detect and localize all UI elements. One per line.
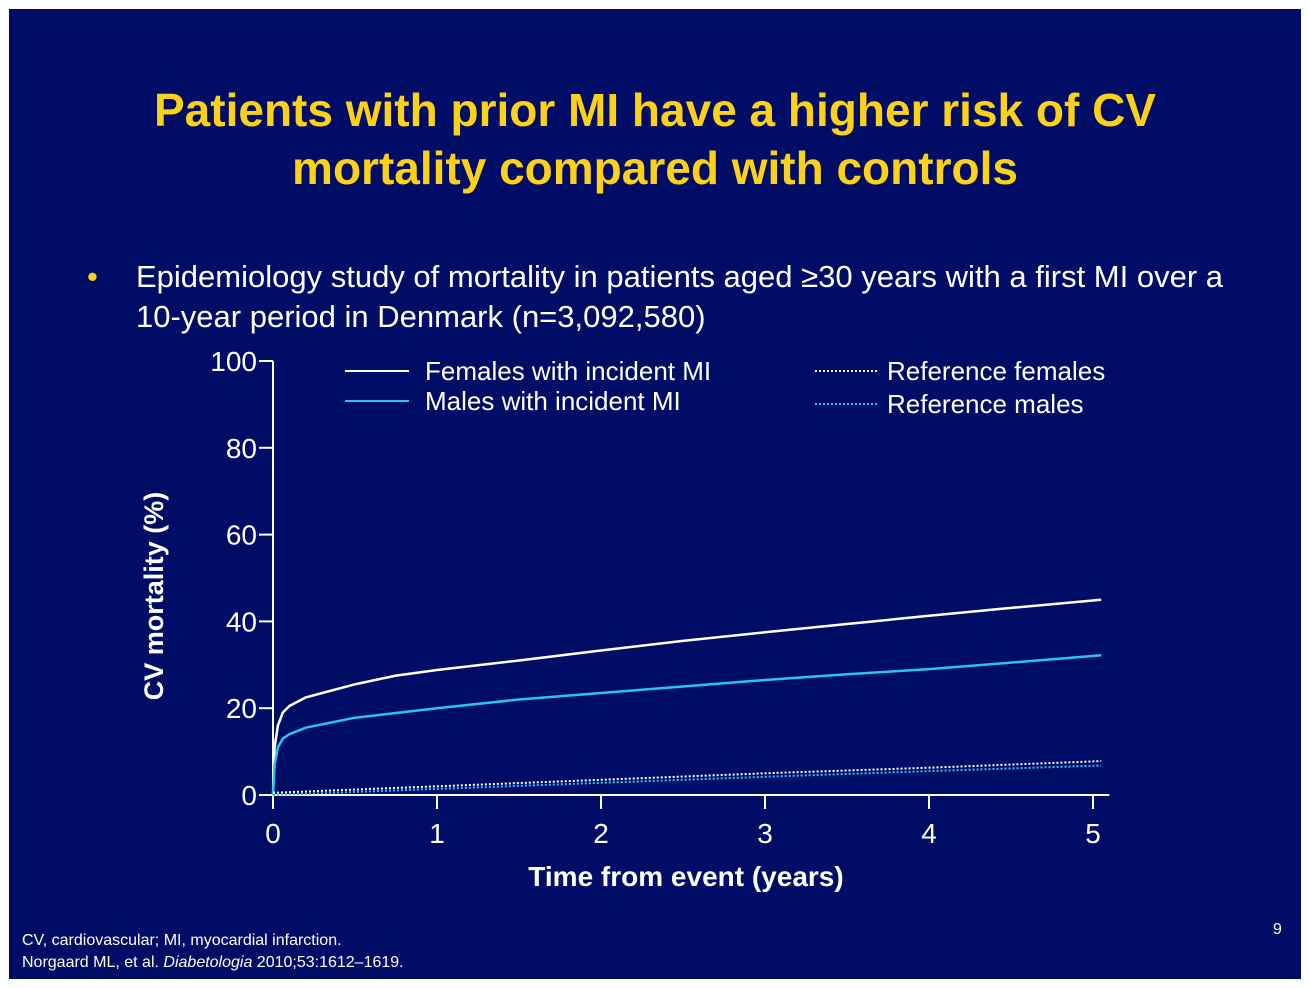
footnote: CV, cardiovascular; MI, myocardial infar… [22,930,404,974]
x-tick-label: 5 [1085,818,1101,849]
y-tick-label: 20 [226,693,257,724]
x-tick-label: 1 [429,818,445,849]
footnote-reference: Norgaard ML, et al. Diabetologia 2010;53… [22,952,404,974]
reference-journal: Diabetologia [163,954,253,971]
page-number: 9 [1273,921,1282,938]
cv-mortality-chart: 0 20 40 60 80 100 0 1 2 3 4 5 Females with incident… [139,346,1110,892]
series-line-2 [271,654,1102,796]
y-tick-label: 80 [226,433,257,464]
bullet-marker: • [87,259,98,294]
slide-title-line-1: Patients with prior MI have a higher ris… [154,84,1156,136]
y-tick-label: 40 [226,606,257,637]
y-tick-label: 100 [210,346,257,377]
slide-title-line-2: mortality compared with controls [292,142,1018,194]
footnote-abbreviations: CV, cardiovascular; MI, myocardial infar… [22,932,342,949]
series-line-3 [272,760,1102,794]
series-line-1 [271,598,1102,796]
x-tick-label: 3 [757,818,773,849]
x-tick-label: 2 [593,818,609,849]
legend-label-2: Males with incident MI [425,386,681,416]
x-tick-label: 0 [265,818,281,849]
y-axis-label: CV mortality (%) [139,492,169,701]
series-line-4 [272,764,1102,796]
chart-series [271,598,1102,796]
slide: Patients with prior MI have a higher ris… [9,9,1301,979]
reference-citation: 2010;53:1612–1619. [252,954,404,971]
legend-label-3: Reference females [887,356,1105,386]
slide-title: Patients with prior MI have a higher ris… [9,81,1301,197]
legend-label-4: Reference males [887,389,1084,419]
legend-label-1: Females with incident MI [425,356,711,386]
y-tick-label: 0 [241,780,257,811]
reference-author: Norgaard ML, et al. [22,954,164,971]
chart-axes: 0 20 40 60 80 100 0 1 2 3 4 5 [210,346,1110,849]
x-axis-label: Time from event (years) [528,861,843,892]
x-tick-label: 4 [921,818,937,849]
bullet-text: Epidemiology study of mortality in patie… [136,259,1224,334]
y-tick-label: 60 [226,520,257,551]
